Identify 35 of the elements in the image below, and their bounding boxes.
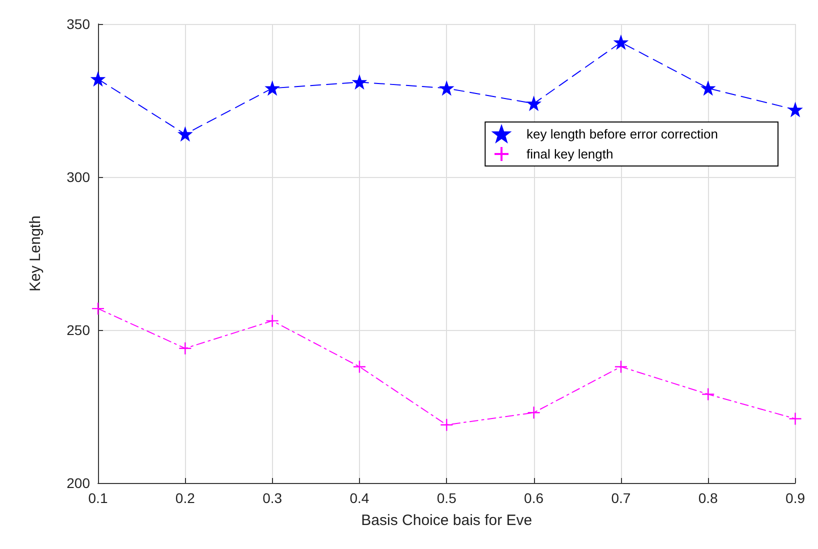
point [352, 360, 366, 374]
point [614, 360, 628, 374]
point [91, 302, 105, 316]
point [352, 76, 366, 89]
point [266, 314, 279, 328]
point [440, 418, 454, 432]
x-tick-label: 0.7 [611, 490, 631, 506]
x-tick-label: 0.8 [698, 490, 718, 506]
point [788, 103, 802, 116]
point [440, 82, 454, 95]
y-axis-title: Key Length [27, 216, 44, 292]
point [91, 72, 105, 86]
x-axis-title: Basis Choice bais for Eve [361, 512, 532, 529]
x-tick-label: 0.6 [524, 490, 544, 506]
point [527, 406, 540, 420]
x-tick-label: 0.2 [175, 490, 196, 506]
point [702, 82, 715, 95]
point [527, 96, 540, 110]
x-tick-label: 0.5 [436, 490, 457, 506]
point [178, 342, 192, 355]
legend-label: final key length [526, 146, 614, 162]
point [702, 388, 715, 401]
point [178, 128, 192, 141]
point [614, 36, 628, 49]
point [266, 82, 279, 95]
x-tick-label: 0.3 [262, 490, 282, 506]
point [788, 412, 802, 426]
x-tick-label: 0.1 [88, 490, 108, 506]
legend-label: key length before error correction [526, 126, 718, 142]
x-tick-label: 0.4 [350, 490, 370, 506]
x-tick-label: 0.9 [786, 490, 806, 506]
y-tick-label: 350 [66, 16, 90, 32]
y-tick-label: 300 [66, 169, 90, 185]
y-tick-label: 250 [66, 322, 90, 338]
y-tick-label: 200 [66, 475, 90, 491]
